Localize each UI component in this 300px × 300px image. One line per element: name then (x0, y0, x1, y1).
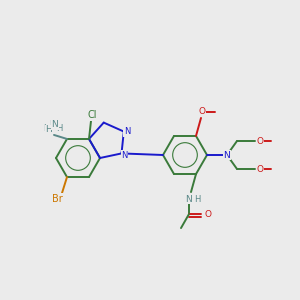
Text: Br: Br (52, 194, 62, 204)
Text: H: H (46, 125, 52, 134)
Text: Cl: Cl (87, 110, 97, 120)
Text: O: O (205, 210, 212, 219)
Text: H: H (44, 124, 50, 134)
Text: N: N (186, 195, 192, 204)
Text: O: O (256, 164, 263, 173)
Text: N: N (224, 151, 230, 160)
Text: N: N (124, 127, 130, 136)
Text: N: N (52, 120, 58, 129)
Text: N: N (121, 151, 128, 160)
Text: H: H (56, 124, 62, 134)
Text: O: O (199, 107, 206, 116)
Text: N: N (50, 120, 56, 129)
Text: H: H (194, 195, 200, 204)
Text: O: O (256, 136, 263, 146)
